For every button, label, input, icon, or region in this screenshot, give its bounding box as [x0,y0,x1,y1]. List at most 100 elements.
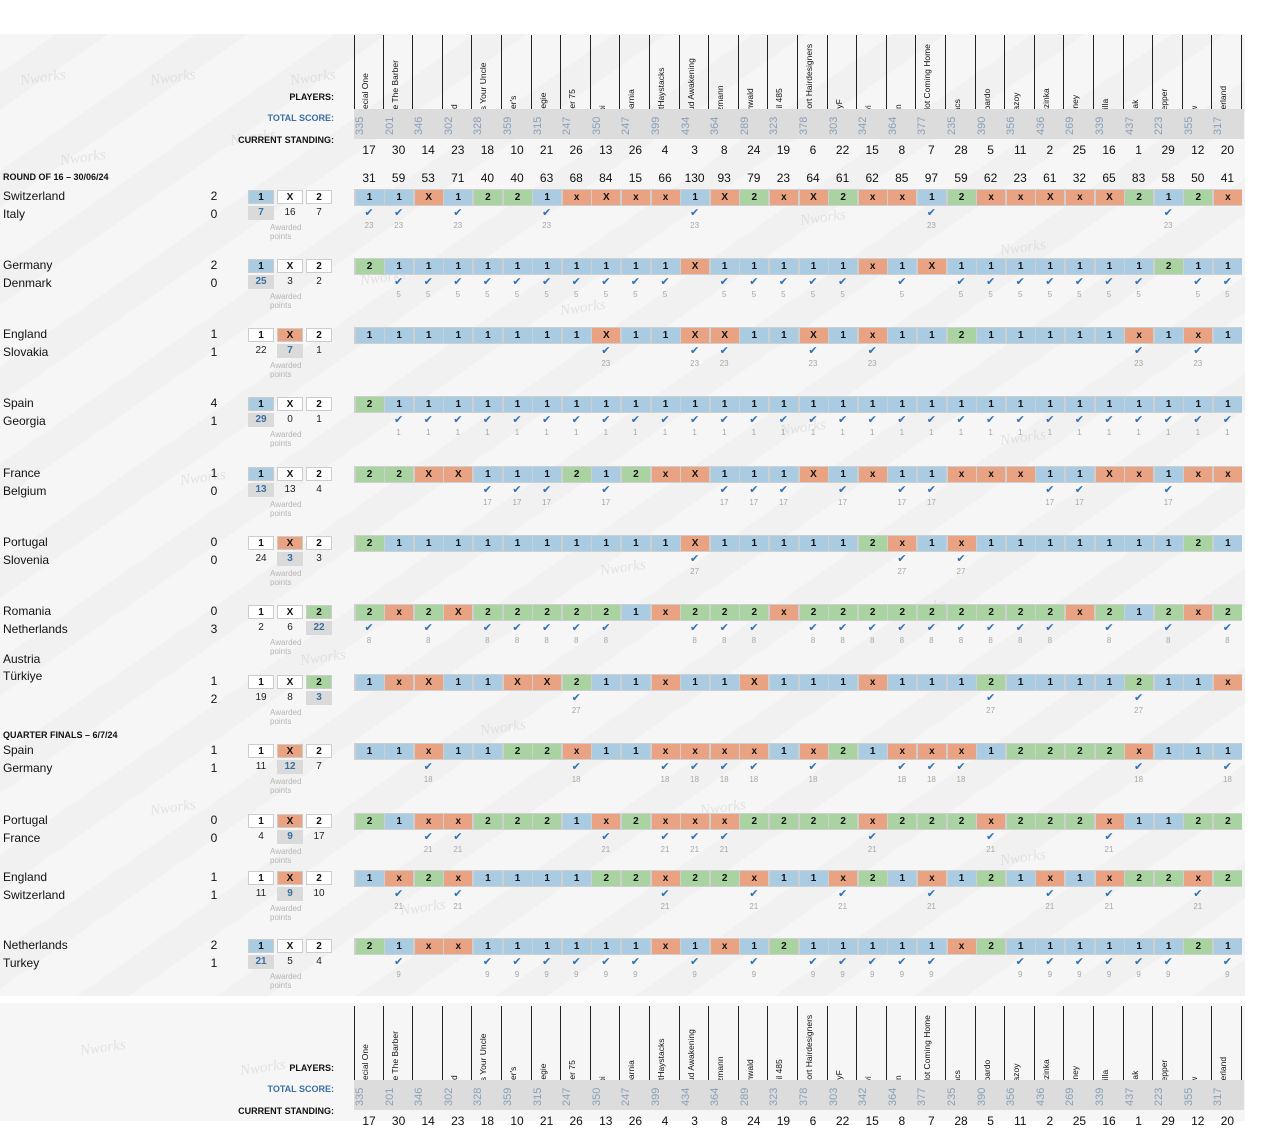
pick-cell: 1 [444,744,473,759]
awarded-points: 21 [453,845,463,854]
pick-cell: x [1006,190,1035,205]
home-goals: 1 [210,870,218,884]
total-score: 437 [1123,116,1136,135]
home-goals: 1 [210,674,218,688]
total-score: 364 [886,116,899,135]
pick-cell: 2 [503,744,532,759]
away-goals: 0 [210,276,218,290]
awarded-points: 1 [781,428,786,437]
pick-cell: 2 [621,814,650,829]
pick-cell: x [444,871,473,886]
pick-cell: 1 [829,675,858,690]
column-divider [1093,35,1094,125]
outcome-draw: X [277,744,303,758]
outcome-home: 1 [248,814,274,828]
pick-cell: 2 [1125,871,1154,886]
pick-cell: 1 [444,675,473,690]
correct-check-icon: ✔ [482,484,492,496]
awarded-points: 8 [899,636,905,645]
pick-cell: 1 [592,675,621,690]
round-points: 71 [451,171,465,185]
awarded-points: 21 [660,902,670,911]
correct-check-icon: ✔ [660,414,670,426]
pick-cell: x [651,605,680,620]
awarded-points: 9 [840,970,845,979]
awarded-points: 5 [603,290,609,299]
correct-check-icon: ✔ [926,622,936,634]
awarded-points: 9 [603,970,609,979]
current-standing: 24 [747,143,761,157]
pick-cell: 1 [1065,259,1094,274]
home-goals: 2 [210,938,218,952]
awarded-points-label: Awarded points [270,292,302,310]
correct-check-icon: ✔ [423,761,433,773]
pick-cell: x [651,675,680,690]
correct-check-icon: ✔ [571,692,581,704]
current-standing: 23 [451,143,465,157]
pick-cell: 1 [769,467,798,482]
awarded-points: 9 [692,970,697,979]
awarded-points: 9 [573,970,579,979]
home-team: Spain [3,396,34,410]
awarded-points: 1 [692,428,697,437]
pick-cell: 1 [473,744,502,759]
awarded-points: 17 [778,498,788,507]
pick-cell: 2 [799,814,828,829]
pick-cell: 1 [533,467,562,482]
pick-cell: 1 [858,939,887,954]
pick-cell: 1 [917,675,946,690]
current-standing: 22 [835,1114,850,1128]
pick-cell: x [592,814,621,829]
current-standing: 13 [599,1114,613,1128]
pick-count: 2 [316,276,322,287]
correct-check-icon: ✔ [985,414,996,426]
awarded-points: 5 [840,290,845,299]
pick-count: 5 [287,956,293,967]
correct-check-icon: ✔ [630,276,640,288]
current-standing: 11 [1013,1114,1027,1128]
pick-cell: 2 [681,605,710,620]
column-divider [945,1006,946,1096]
round-points: 93 [717,171,731,185]
pick-cell: 1 [710,397,739,412]
awarded-points: 9 [514,970,520,979]
current-standing: 6 [809,143,817,157]
pick-cell: 1 [1213,744,1242,759]
pick-cell: X [592,328,621,343]
current-standing: 18 [480,1114,495,1128]
correct-check-icon: ✔ [1133,956,1144,968]
current-standing: 26 [628,143,643,157]
correct-check-icon: ✔ [601,484,611,496]
pick-cell: 1 [533,259,562,274]
awarded-points: 9 [485,970,490,979]
correct-check-icon: ✔ [423,622,433,634]
pick-cell: x [1184,871,1213,886]
current-standing: 3 [691,1114,698,1128]
total-score: 346 [413,1087,426,1106]
round-points: 84 [599,171,613,185]
pick-cell: 1 [710,467,739,482]
correct-check-icon: ✔ [719,484,729,496]
correct-check-icon: ✔ [778,276,788,288]
awarded-points-label: Awarded points [270,972,302,990]
awarded-points: 21 [719,845,729,854]
correct-check-icon: ✔ [1015,622,1025,634]
total-score: 355 [1182,116,1195,135]
outcome-away: 2 [306,397,332,411]
total-score: 399 [650,1087,662,1106]
total-score: 289 [738,1087,751,1106]
awarded-points: 21 [394,902,404,911]
total-score: 201 [383,116,396,135]
outcome-away: 2 [306,536,332,550]
awarded-points: 8 [425,636,431,645]
column-divider [826,35,828,125]
away-team: Italy [3,207,26,221]
pick-cell: 1 [1006,397,1035,412]
pick-cell: x [1184,328,1213,343]
total-score: 364 [709,1087,722,1106]
column-divider [412,35,414,125]
pick-cell: x [977,467,1006,482]
correct-check-icon: ✔ [1163,622,1173,634]
awarded-points: 1 [869,428,875,437]
awarded-points: 1 [1136,428,1141,437]
